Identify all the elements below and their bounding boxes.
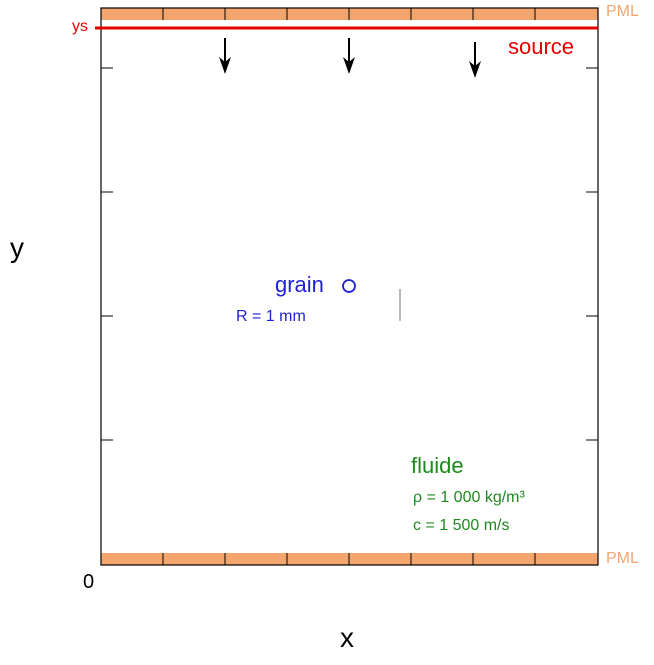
x-axis-label: x [340,622,354,653]
domain-frame [100,7,599,566]
origin-label: 0 [83,571,95,593]
grain-label: grain [275,272,324,297]
wave-arrow-3 [469,42,481,78]
source-label: source [508,34,575,59]
grain-radius-label: R = 1 mm [236,308,306,325]
grain-circle [342,279,356,293]
wave-arrow-2 [343,38,355,74]
fluid-label: fluide [411,453,464,478]
pml-top-label: PML [606,3,639,20]
left-ticks [101,67,113,441]
pml-bottom-label: PML [606,550,639,567]
fluid-density-label: ρ = 1 000 kg/m³ [413,489,525,506]
wave-arrow-1 [219,38,231,74]
bottom-ticks [162,553,536,565]
fluid-sound-speed-label: c = 1 500 m/s [413,517,510,534]
ys-label: ys [72,18,88,35]
right-ticks [586,67,598,441]
top-ticks [162,8,536,20]
y-axis-label: y [10,232,24,263]
